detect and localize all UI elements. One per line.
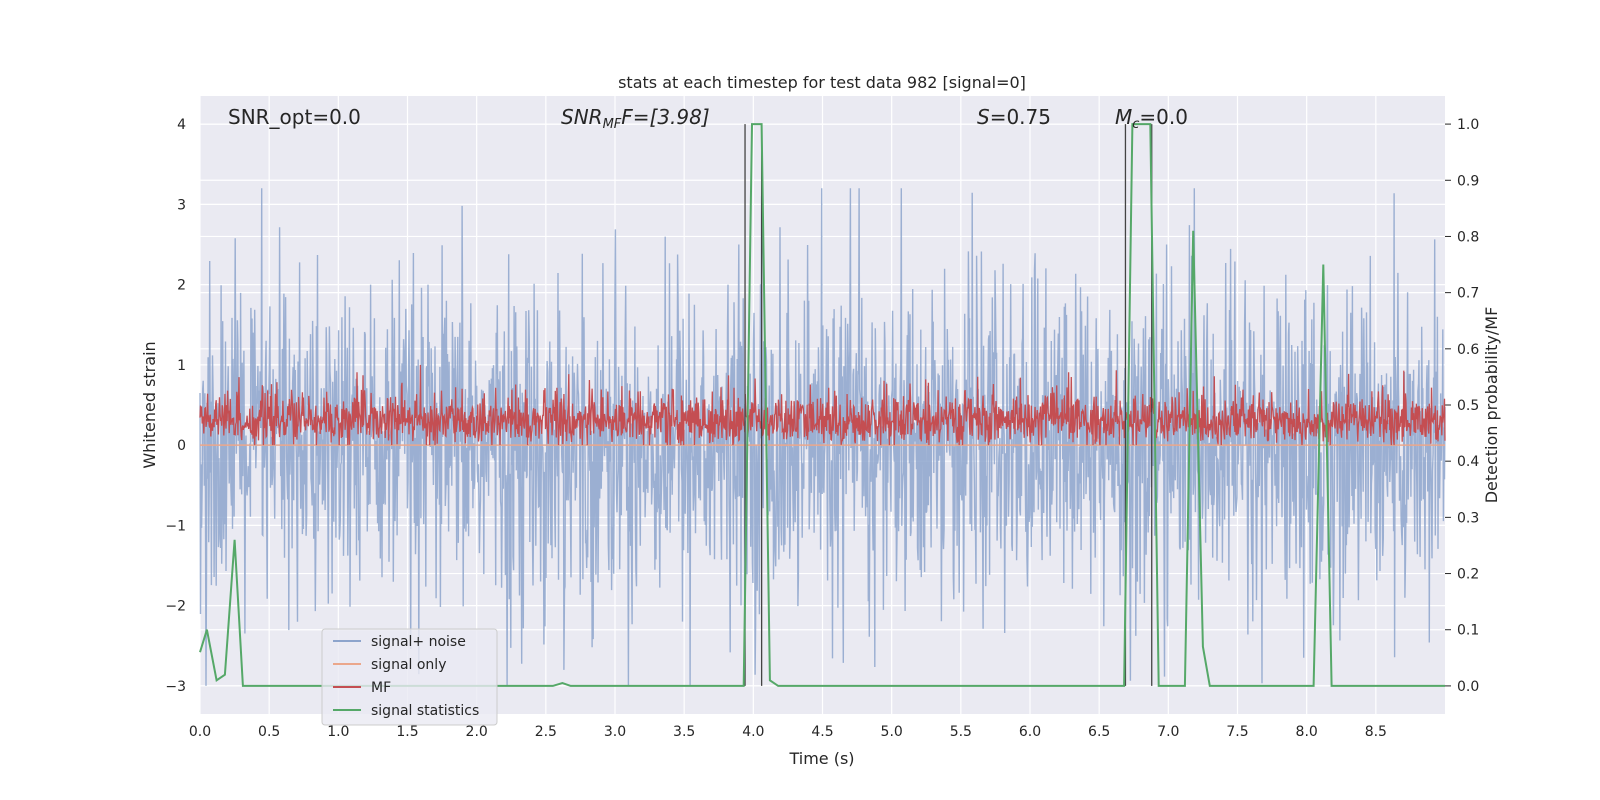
y2-tick-label: 0.6 <box>1457 342 1479 358</box>
series-signal-statistics <box>199 123 1445 687</box>
annotation-snr-mf-main: SNR <box>561 105 603 129</box>
chart-title: stats at each timestep for test data 982… <box>618 73 1026 92</box>
y-axis-label: Whitened strain <box>140 341 159 468</box>
x-tick-label: 1.0 <box>327 724 349 740</box>
legend-label-signal-noise: signal+ noise <box>371 634 466 650</box>
y2-tick-labels: 0.0 0.1 0.2 0.3 0.4 0.5 0.6 0.7 0.8 0.9 1.0 <box>1457 117 1479 695</box>
x-tick-label: 7.0 <box>1157 724 1179 740</box>
x-tick-label: 4.5 <box>811 724 833 740</box>
y2-tick-label: 0.1 <box>1457 623 1479 639</box>
y-tick-label: 1 <box>177 358 186 374</box>
x-tick-labels: 0.0 0.5 1.0 1.5 2.0 2.5 3.0 3.5 4.0 4.5 5.0 5.5 6.0 6… <box>189 724 1387 740</box>
x-tick-label: 4.0 <box>742 724 764 740</box>
y-tick-label: 0 <box>177 438 186 454</box>
y-tick-label: −1 <box>165 518 186 534</box>
y2-tick-label: 0.7 <box>1457 286 1479 302</box>
annotation-s: S=0.75 <box>977 105 1051 129</box>
x-tick-label: 6.5 <box>1088 724 1110 740</box>
y-tick-label: 2 <box>177 278 186 294</box>
annotation-mc: Mc=0.0 <box>1115 105 1188 132</box>
annotation-s-main: S <box>977 105 990 129</box>
y2-tick-label: 1.0 <box>1457 117 1479 133</box>
y2-tick-label: 0.3 <box>1457 510 1479 526</box>
x-tick-label: 8.5 <box>1365 724 1387 740</box>
annotation-mc-sub: c <box>1132 117 1139 132</box>
x-tick-label: 1.5 <box>396 724 418 740</box>
x-tick-label: 6.0 <box>1019 724 1041 740</box>
annotation-snr-mf: SNRMFF=[3.98] <box>561 105 710 132</box>
x-tick-label: 3.0 <box>604 724 626 740</box>
y2-tick-label: 0.0 <box>1457 679 1479 695</box>
x-tick-label: 0.0 <box>189 724 211 740</box>
y2-axis-label: Detection probability/MF <box>1482 307 1501 504</box>
x-tick-label: 0.5 <box>258 724 280 740</box>
legend-label-signal-only: signal only <box>371 657 446 673</box>
x-tick-label: 3.5 <box>673 724 695 740</box>
y2-tick-label: 0.5 <box>1457 398 1479 414</box>
y2-tick-label: 0.8 <box>1457 229 1479 245</box>
y-tick-label: −3 <box>165 679 186 695</box>
legend-label-signal-statistics: signal statistics <box>371 703 479 719</box>
annotation-snr-opt: SNR_opt=0.0 <box>228 105 361 129</box>
y-tick-label: −2 <box>165 599 186 615</box>
annotation-mc-main: M <box>1115 105 1132 129</box>
x-tick-label: 5.5 <box>950 724 972 740</box>
legend: signal+ noise signal only MF signal stat… <box>321 628 498 726</box>
x-axis-label: Time (s) <box>788 749 854 768</box>
y-tick-labels: −3 −2 −1 0 1 2 3 4 <box>165 117 186 695</box>
annotation-s-rest: =0.75 <box>990 105 1051 129</box>
series-signal-statistics-line <box>199 123 1445 687</box>
x-tick-label: 8.0 <box>1296 724 1318 740</box>
y-tick-label: 3 <box>177 197 186 213</box>
x-tick-label: 2.0 <box>466 724 488 740</box>
series-mf-line <box>199 364 1446 446</box>
x-tick-label: 5.0 <box>881 724 903 740</box>
x-tick-label: 2.5 <box>535 724 557 740</box>
y2-tick-label: 0.2 <box>1457 567 1479 583</box>
series-mf <box>199 364 1446 446</box>
y-tick-label: 4 <box>177 117 186 133</box>
y2-tick-label: 0.9 <box>1457 173 1479 189</box>
annotation-snr-mf-sub: MF <box>603 117 622 132</box>
legend-box <box>321 628 498 726</box>
x-tick-label: 7.5 <box>1226 724 1248 740</box>
annotation-mc-rest: =0.0 <box>1139 105 1188 129</box>
annotation-snr-mf-rest: F=[3.98] <box>621 105 709 129</box>
y2-tick-label: 0.4 <box>1457 454 1479 470</box>
legend-label-mf: MF <box>371 680 391 696</box>
